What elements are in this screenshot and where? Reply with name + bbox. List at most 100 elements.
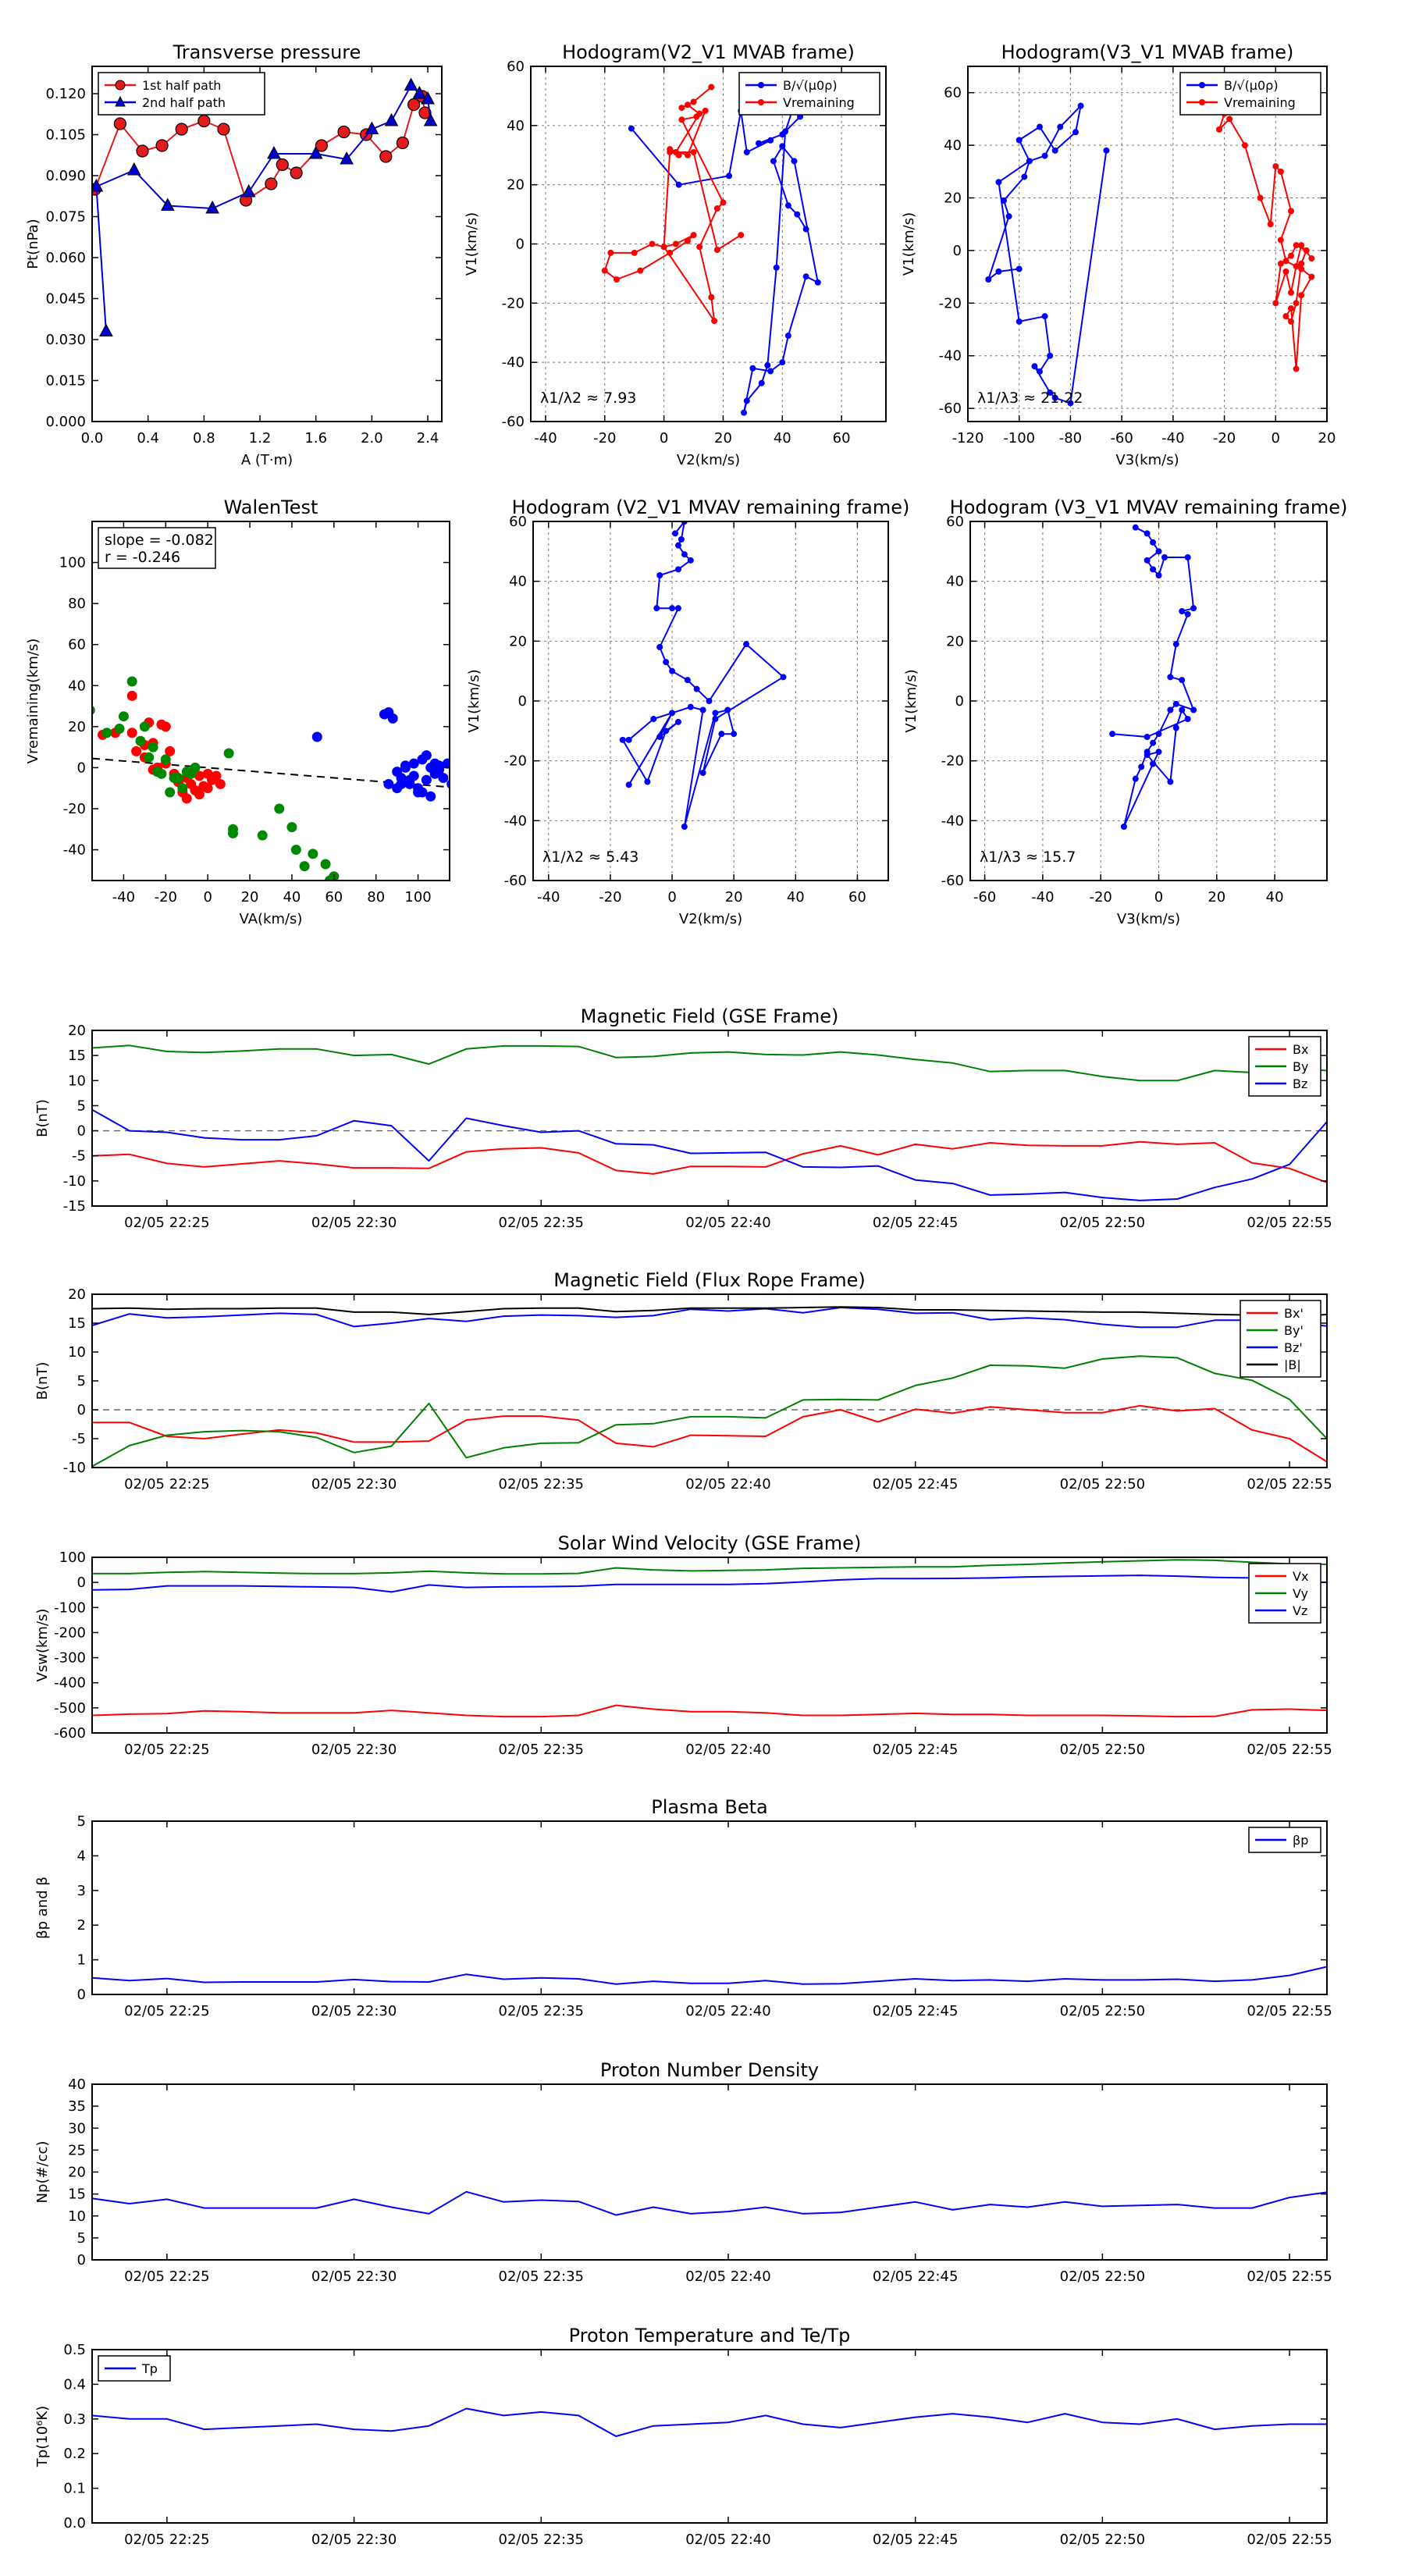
data-point (308, 145, 323, 159)
y-tick-label: -20 (504, 753, 527, 770)
x-tick-label: 02/05 22:35 (499, 1742, 584, 1758)
data-point (784, 202, 791, 209)
data-point (202, 768, 213, 779)
y-tick-label: -600 (54, 1725, 86, 1742)
y-tick-label: 5 (77, 1813, 86, 1830)
data-point (674, 542, 681, 549)
legend-label: Bz (1293, 1076, 1307, 1091)
y-tick-label: 5 (77, 2230, 86, 2247)
axes-frame (91, 66, 443, 422)
chart-title: Hodogram(V3_V1 MVAB frame) (1001, 41, 1294, 63)
y-tick-label: 60 (946, 514, 964, 530)
data-point (1226, 116, 1233, 123)
data-point (396, 778, 407, 789)
chart-title: Magnetic Field (Flux Rope Frame) (553, 1269, 865, 1291)
data-point (712, 716, 719, 722)
x-tick-label: 02/05 22:35 (499, 1215, 584, 1231)
x-tick-label: 02/05 22:35 (499, 2268, 584, 2285)
data-point (780, 674, 787, 681)
chart-title: Magnetic Field (GSE Frame) (581, 1005, 839, 1027)
y-tick-label: 20 (68, 2165, 86, 2181)
x-tick-label: 0 (660, 430, 668, 447)
data-point (1288, 305, 1294, 312)
data-point (687, 557, 694, 564)
y-tick-label: 60 (944, 85, 962, 101)
data-point (1021, 173, 1028, 180)
data-point (337, 125, 350, 139)
data-point (139, 721, 150, 732)
x-tick-label: 20 (1318, 430, 1336, 447)
data-point (1031, 363, 1038, 370)
data-point (114, 723, 125, 734)
data-point (656, 644, 663, 650)
data-point (442, 758, 450, 769)
data-point (1037, 123, 1043, 130)
data-point (190, 762, 201, 773)
data-point (404, 77, 418, 91)
legend-marker (1199, 82, 1205, 88)
data-point (1179, 706, 1186, 713)
data-point (241, 183, 256, 197)
chart-mag_gse: Magnetic Field (GSE Frame) 02/05 22:25 02/… (34, 1005, 1332, 1231)
data-point (1167, 706, 1174, 713)
data-point (663, 728, 670, 735)
legend-label: Vremaining (1224, 95, 1296, 110)
data-point (274, 803, 285, 814)
data-point (290, 845, 301, 856)
data-point (1184, 610, 1191, 617)
data-point (724, 706, 731, 713)
data-point (699, 706, 706, 713)
data-point (985, 276, 992, 283)
data-point (650, 716, 657, 722)
x-tick-label: 02/05 22:30 (311, 2268, 397, 2285)
data-point (687, 703, 694, 710)
axes-frame (91, 2349, 1328, 2524)
data-point (1288, 318, 1294, 325)
data-point (770, 158, 777, 165)
data-point (678, 536, 685, 543)
y-tick-label: 60 (509, 514, 527, 530)
data-point (660, 244, 667, 251)
data-point (802, 226, 809, 233)
x-tick-label: 02/05 22:45 (873, 2532, 958, 2548)
data-point (693, 685, 700, 692)
data-point (1005, 213, 1012, 220)
data-point (656, 572, 663, 578)
data-point (1293, 365, 1300, 372)
data-point (1041, 152, 1048, 159)
x-tick-label: 02/05 22:55 (1247, 2003, 1332, 2019)
data-point (413, 787, 424, 798)
y-tick-label: 60 (68, 637, 86, 653)
x-tick-label: 80 (367, 889, 385, 906)
x-tick-label: 60 (833, 430, 851, 447)
y-tick-label: 40 (68, 2076, 86, 2093)
y-tick-label: 20 (68, 1286, 86, 1303)
y-axis-label: V1(km/s) (903, 669, 919, 732)
data-point (1144, 752, 1151, 758)
data-point (365, 121, 379, 134)
y-tick-label: 0 (953, 243, 962, 259)
legend-marker (758, 99, 764, 105)
y-tick-label: 20 (507, 177, 525, 194)
data-point (672, 530, 678, 537)
y-tick-label: 20 (946, 633, 964, 649)
legend-label: Tp (141, 2361, 158, 2376)
y-tick-label: -20 (941, 753, 964, 770)
data-point (1144, 530, 1151, 537)
y-tick-label: 15 (68, 1048, 86, 1064)
series-line-Bz' (92, 1307, 1327, 1329)
y-tick-label: 40 (507, 118, 525, 134)
x-tick-label: 0.8 (193, 430, 215, 447)
x-tick-label: 02/05 22:35 (499, 2003, 584, 2019)
legend-label: 1st half path (142, 78, 221, 93)
x-axis-label: V2(km/s) (679, 911, 742, 927)
annotation-text: r = -0.246 (105, 549, 180, 566)
data-point (1257, 194, 1264, 201)
x-tick-label: -120 (952, 430, 984, 447)
data-point (681, 551, 688, 558)
data-point (663, 659, 670, 666)
y-tick-label: -15 (63, 1198, 86, 1215)
x-tick-label: 02/05 22:50 (1060, 1476, 1145, 1493)
y-tick-label: 100 (59, 1550, 86, 1566)
